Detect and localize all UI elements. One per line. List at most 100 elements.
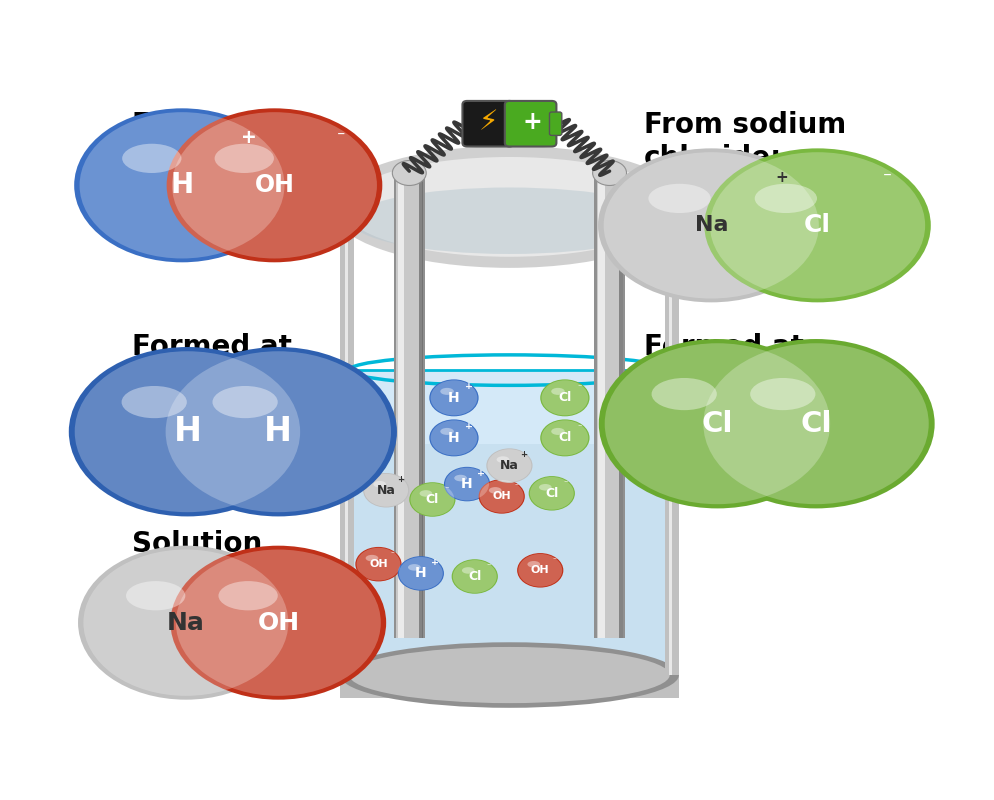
Ellipse shape (604, 343, 830, 504)
Text: Cl: Cl (804, 214, 831, 238)
Ellipse shape (213, 386, 277, 418)
Bar (669, 234, 672, 675)
Ellipse shape (462, 567, 475, 574)
Text: ⁻: ⁻ (578, 422, 582, 431)
Ellipse shape (698, 339, 934, 509)
Ellipse shape (440, 388, 454, 395)
Text: ⁻: ⁻ (564, 478, 569, 487)
Text: Cl: Cl (800, 410, 832, 438)
Text: H: H (170, 171, 194, 199)
Text: +: + (397, 475, 404, 484)
Text: Formed at
the anode:: Formed at the anode: (644, 333, 813, 394)
Text: ⁻: ⁻ (444, 484, 449, 494)
Bar (619, 173, 623, 638)
Ellipse shape (364, 474, 409, 506)
Text: ⁻: ⁻ (514, 482, 518, 490)
Ellipse shape (542, 380, 588, 415)
Text: ⚡: ⚡ (478, 109, 498, 137)
Ellipse shape (453, 560, 497, 593)
Ellipse shape (489, 487, 502, 494)
Bar (398, 173, 405, 638)
Ellipse shape (69, 347, 306, 517)
FancyBboxPatch shape (340, 234, 354, 675)
Ellipse shape (219, 581, 277, 610)
Ellipse shape (440, 428, 454, 435)
Ellipse shape (167, 108, 383, 262)
Ellipse shape (398, 556, 444, 590)
Text: +: + (775, 170, 788, 185)
Text: +: + (241, 128, 256, 147)
Ellipse shape (552, 428, 565, 435)
Ellipse shape (487, 450, 532, 482)
Ellipse shape (160, 347, 397, 517)
Ellipse shape (598, 339, 836, 509)
Ellipse shape (542, 420, 588, 455)
Text: Cl: Cl (559, 431, 572, 444)
Text: ⁻: ⁻ (487, 562, 491, 570)
Ellipse shape (541, 419, 589, 456)
Text: ⁻: ⁻ (391, 549, 395, 558)
Ellipse shape (430, 420, 477, 455)
FancyBboxPatch shape (550, 112, 562, 135)
Ellipse shape (429, 379, 479, 416)
Ellipse shape (172, 112, 377, 258)
Ellipse shape (83, 550, 288, 696)
Text: From sodium
chloride:: From sodium chloride: (644, 111, 847, 172)
Text: +: + (523, 110, 543, 134)
Text: Cl: Cl (559, 391, 572, 404)
Ellipse shape (754, 184, 817, 213)
Ellipse shape (480, 480, 524, 513)
Bar (594, 173, 625, 638)
Ellipse shape (429, 419, 479, 456)
Ellipse shape (122, 144, 182, 173)
Ellipse shape (351, 187, 668, 254)
Text: Na: Na (377, 484, 396, 497)
Ellipse shape (75, 351, 300, 512)
Ellipse shape (598, 148, 824, 302)
Ellipse shape (529, 476, 575, 510)
Ellipse shape (357, 548, 401, 581)
Text: +: + (520, 450, 527, 459)
Bar (419, 173, 422, 638)
Ellipse shape (430, 380, 477, 415)
Ellipse shape (349, 647, 670, 703)
Ellipse shape (517, 553, 564, 587)
Ellipse shape (652, 378, 717, 410)
Ellipse shape (454, 474, 467, 482)
Ellipse shape (419, 490, 432, 497)
Ellipse shape (349, 652, 670, 698)
Text: +: + (465, 382, 473, 391)
Text: Solution
left:: Solution left: (132, 530, 262, 590)
Text: ⁻: ⁻ (553, 555, 557, 564)
Text: Cl: Cl (702, 410, 734, 438)
Ellipse shape (171, 546, 387, 700)
Ellipse shape (445, 468, 489, 501)
Bar (340, 663, 679, 698)
Text: +: + (465, 422, 473, 431)
Text: OH: OH (492, 491, 511, 502)
Ellipse shape (705, 148, 930, 302)
Bar (596, 173, 622, 638)
Ellipse shape (750, 378, 815, 410)
Ellipse shape (486, 448, 533, 483)
Ellipse shape (410, 482, 455, 517)
Text: ⁻: ⁻ (337, 130, 346, 145)
Ellipse shape (126, 581, 185, 610)
Text: Cl: Cl (425, 493, 439, 506)
Text: H: H (264, 415, 292, 448)
Ellipse shape (121, 386, 187, 418)
Text: +: + (477, 469, 485, 478)
Ellipse shape (399, 557, 442, 590)
Ellipse shape (78, 546, 294, 700)
FancyBboxPatch shape (462, 101, 514, 146)
Ellipse shape (518, 554, 563, 586)
Bar (665, 234, 679, 675)
Text: H: H (415, 566, 426, 581)
Text: Na: Na (695, 215, 728, 235)
Ellipse shape (176, 550, 381, 696)
Text: OH: OH (254, 174, 294, 198)
Ellipse shape (592, 161, 626, 186)
Bar (597, 173, 604, 638)
Text: Cl: Cl (545, 487, 559, 500)
Ellipse shape (497, 456, 509, 463)
